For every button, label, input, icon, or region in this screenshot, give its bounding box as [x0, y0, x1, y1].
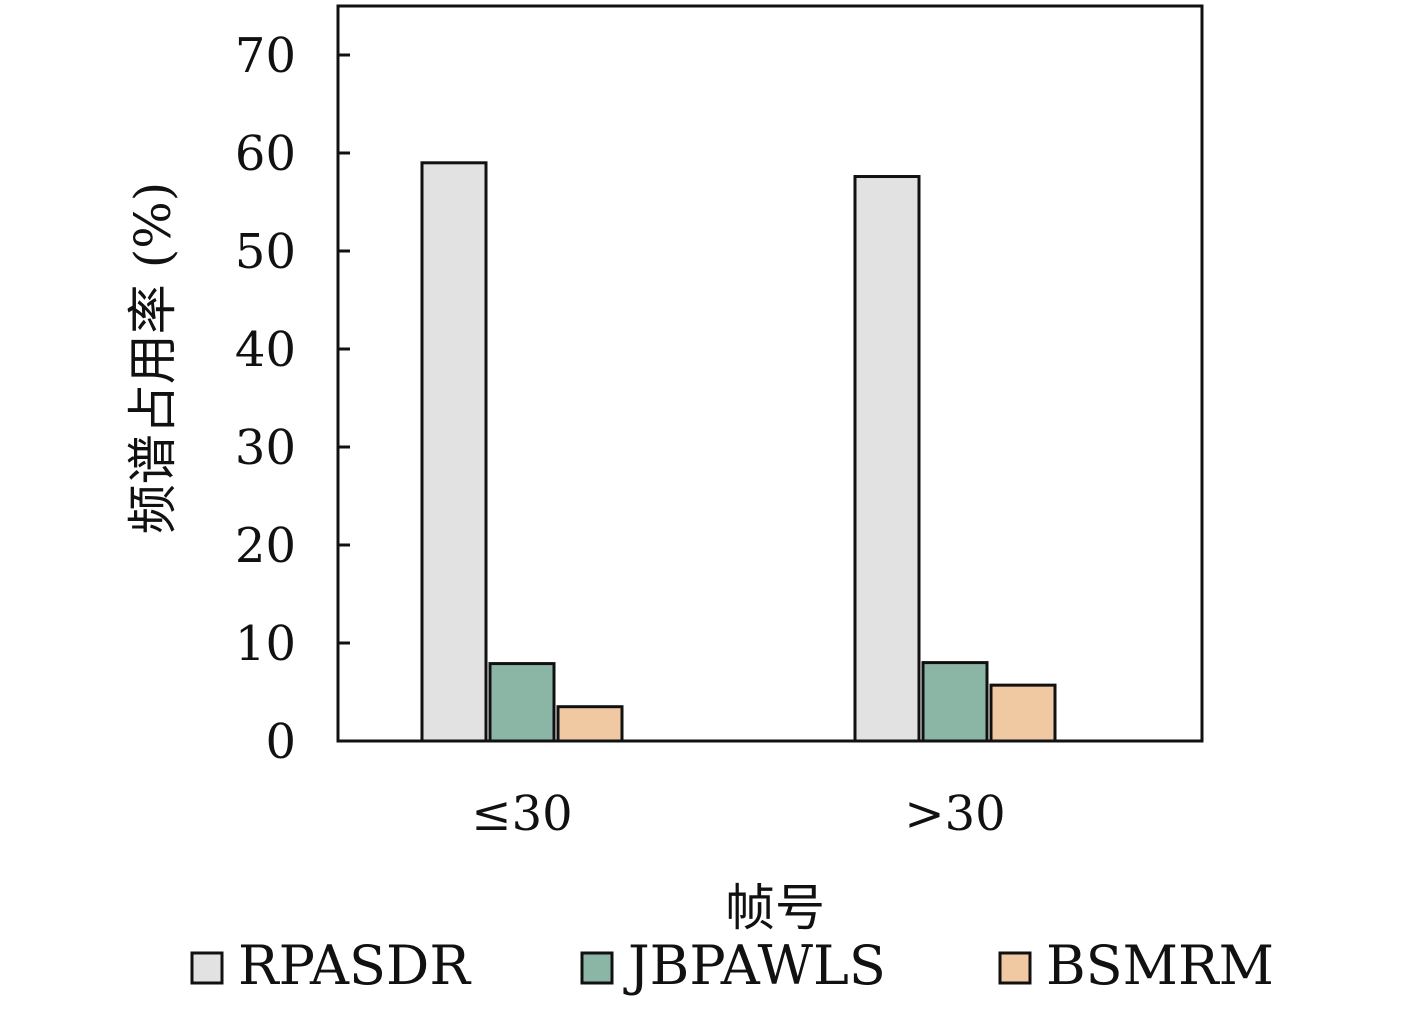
legend-label-BSMRM: BSMRM — [1046, 934, 1274, 997]
bar-RPASDR-0 — [420, 161, 488, 743]
y-tick-label-10: 10 — [235, 616, 296, 672]
y-tick-label-60: 60 — [235, 126, 296, 182]
legend-label-RPASDR: RPASDR — [238, 934, 471, 997]
y-tick-label-30: 30 — [235, 420, 296, 476]
y-tick-label-50: 50 — [235, 224, 296, 280]
y-tick-label-20: 20 — [235, 518, 296, 574]
legend-swatch-RPASDR — [190, 951, 224, 985]
y-axis-title: 频谱占用率 (%) — [124, 182, 182, 534]
y-axis-ticks: 0 10 20 30 40 50 60 70 — [235, 28, 350, 770]
bar-JBPAWLS-0 — [488, 662, 556, 743]
legend-swatch-BSMRM — [998, 951, 1032, 985]
bar-JBPAWLS-1 — [921, 661, 989, 743]
legend: RPASDR JBPAWLS BSMRM — [190, 934, 1274, 997]
y-tick-label-40: 40 — [235, 322, 296, 378]
bar-RPASDR-1 — [853, 175, 921, 743]
x-tick-label-0: ≤30 — [471, 786, 572, 842]
bars-layer — [420, 161, 1057, 743]
legend-swatch-JBPAWLS — [580, 951, 614, 985]
y-tick-label-0: 0 — [265, 714, 296, 770]
y-tick-label-70: 70 — [235, 28, 296, 84]
x-axis-title: 帧号 — [725, 879, 825, 937]
legend-label-JBPAWLS: JBPAWLS — [623, 934, 886, 997]
x-axis-ticks: ≤30 >30 — [471, 786, 1005, 842]
plot-frame — [336, 4, 1204, 743]
bar-BSMRM-1 — [989, 683, 1057, 743]
x-tick-label-1: >30 — [904, 786, 1005, 842]
bar-BSMRM-0 — [556, 705, 624, 743]
